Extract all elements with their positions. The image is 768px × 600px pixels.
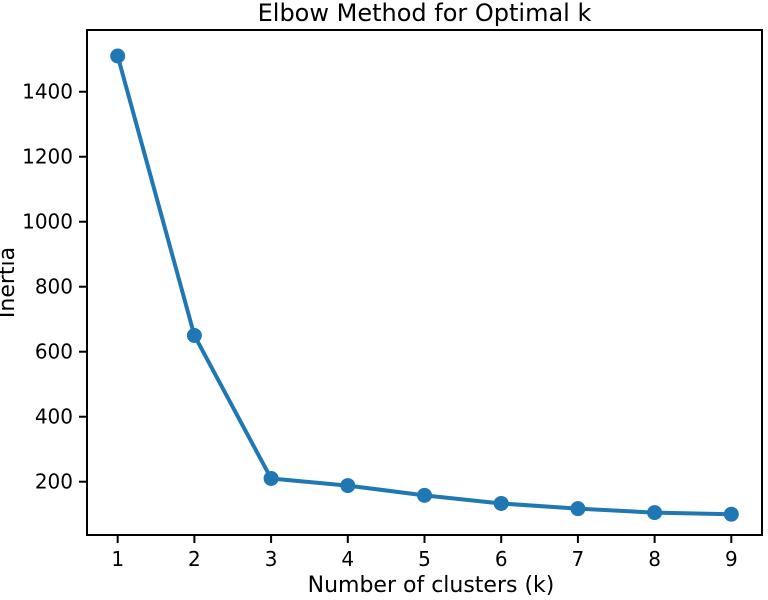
- x-tick-label: 2: [188, 547, 201, 571]
- data-point: [340, 478, 356, 494]
- x-tick-label: 6: [495, 547, 508, 571]
- series-line: [115, 55, 732, 517]
- data-point: [493, 495, 509, 511]
- plot-border: [86, 29, 763, 536]
- y-tick-label: 800: [35, 275, 73, 299]
- data-point: [417, 487, 432, 503]
- x-tick-label: 8: [648, 547, 661, 571]
- y-tick-label: 400: [35, 405, 73, 429]
- plot-area: 200 400 600 800 1000 1200 1400 1 2 3 4 5 6 7 8 9: [22, 29, 763, 571]
- data-point: [570, 501, 586, 517]
- x-axis-label: Number of clusters (k): [308, 573, 555, 598]
- x-tick-label: 5: [418, 547, 431, 571]
- data-point: [263, 470, 279, 486]
- y-tick-label: 1400: [22, 80, 73, 104]
- x-tick-label: 9: [725, 547, 738, 571]
- y-tick-label: 1000: [22, 210, 73, 234]
- chart-title: Elbow Method for Optimal k: [258, 0, 592, 27]
- data-point: [110, 48, 126, 64]
- y-tick-label: 1200: [22, 145, 73, 169]
- y-tick-label: 600: [35, 340, 73, 364]
- y-axis-label: Inertia: [0, 247, 20, 318]
- data-point: [723, 506, 739, 522]
- data-point: [647, 505, 663, 521]
- x-tick-label: 3: [265, 547, 278, 571]
- x-tick-label: 7: [572, 547, 585, 571]
- data-point: [186, 327, 202, 343]
- y-tick-label: 200: [35, 470, 73, 494]
- x-tick-label: 4: [341, 547, 354, 571]
- x-tick-label: 1: [111, 547, 124, 571]
